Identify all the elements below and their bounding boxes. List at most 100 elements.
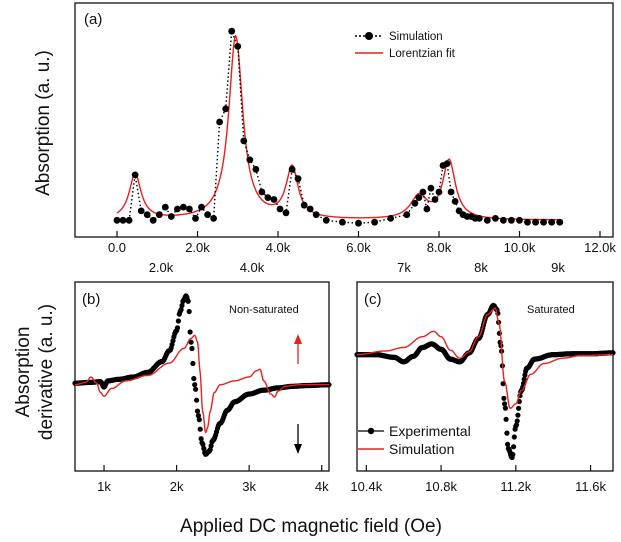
simulation-point	[246, 156, 254, 164]
simulation-point	[415, 194, 423, 202]
simulation-point	[210, 215, 218, 222]
experimental-point	[208, 443, 214, 449]
panel-c-annotation: Saturated	[527, 304, 575, 316]
experimental-point	[187, 329, 193, 335]
experimental-point	[194, 408, 201, 414]
x-tick-label: 8.0k	[427, 240, 452, 255]
simulation-point	[282, 209, 290, 217]
experimental-point	[516, 405, 522, 411]
panel-c-x-ticks: 10.4k 10.8k 11.2k 11.6k	[350, 465, 606, 494]
experimental-point	[503, 416, 509, 422]
simulation-point	[447, 188, 455, 196]
simulation-point	[435, 188, 443, 196]
x-tick-label: 1k	[97, 479, 111, 494]
secondary-tick-label: 7k	[397, 260, 411, 275]
simulation-point	[216, 118, 224, 126]
x-tick-label: 10.0k	[504, 240, 536, 255]
legend-simulation-label: Simulation	[389, 441, 454, 457]
panel-c-legend: Experimental Simulation	[358, 423, 471, 457]
panel-b: (b) Non-saturated Absorption derivative …	[13, 281, 332, 494]
x-axis-label: Applied DC magnetic field (Oe)	[180, 516, 442, 537]
panel-b-label: (b)	[82, 291, 100, 308]
x-tick-label: 11.2k	[500, 479, 531, 494]
legend-experimental-marker	[367, 427, 375, 435]
secondary-tick-label: 4.0k	[240, 260, 265, 275]
simulation-point	[149, 216, 157, 224]
simulation-point	[355, 219, 362, 227]
experimental-point	[175, 318, 181, 324]
x-tick-label: 4k	[315, 479, 329, 494]
legend-lorentzian-label: Lorentzian fit	[389, 48, 456, 60]
simulation-point	[492, 215, 499, 222]
panel-a-legend: Simulation Lorentzian fit	[355, 31, 456, 60]
simulation-point	[443, 160, 451, 168]
experimental-point	[186, 308, 192, 315]
simulation-point	[155, 211, 163, 219]
panel-c: (c) Saturated 10.4k 10.8k 11.2k 11.6k Exper…	[350, 281, 616, 494]
simulation-point	[339, 218, 346, 226]
panel-a: (a) Absorption (a. u.) 0.0 2.0k 4.0k 6.0k 8.…	[33, 2, 616, 255]
experimental-point	[195, 413, 201, 419]
simulation-point	[234, 43, 242, 50]
experimental-point	[185, 298, 191, 304]
simulation-point	[294, 175, 302, 183]
simulation-point	[264, 194, 272, 202]
simulation-point	[423, 205, 431, 213]
simulation-point	[403, 211, 411, 219]
panel-a-series	[113, 27, 564, 227]
simulation-point	[419, 188, 427, 196]
experimental-point	[198, 436, 204, 442]
simulation-point	[161, 203, 169, 211]
x-tick-label: 2.0k	[185, 240, 210, 255]
simulation-point	[186, 205, 193, 213]
panel-b-series	[72, 293, 332, 457]
simulation-point	[258, 188, 266, 196]
experimental-point	[201, 445, 207, 452]
simulation-point	[192, 215, 199, 222]
panel-a-y-axis-label: Absorption (a. u.)	[33, 50, 54, 196]
black-down-arrow-icon	[294, 424, 302, 454]
panel-b-y-axis-label-line1: Absorption	[13, 327, 34, 418]
simulation-point	[276, 205, 284, 213]
x-tick-label: 0.0	[108, 240, 126, 255]
x-tick-label: 10.4k	[350, 479, 382, 494]
simulation-point	[516, 216, 523, 224]
experimental-point	[174, 325, 181, 331]
simulation-point	[113, 216, 121, 224]
simulation-point	[137, 207, 145, 215]
panel-b-frame	[74, 281, 330, 472]
experimental-point	[178, 307, 184, 313]
legend-experimental-label: Experimental	[389, 423, 471, 439]
experimental-point	[510, 444, 517, 450]
simulation-point	[508, 216, 515, 224]
experimental-point	[200, 441, 206, 447]
simulation-point	[427, 184, 435, 192]
panel-b-annotation: Non-saturated	[229, 304, 299, 316]
legend-simulation-label: Simulation	[389, 31, 443, 43]
experimental-point	[511, 434, 517, 440]
secondary-tick-label: 8k	[474, 260, 488, 275]
legend-simulation-marker	[365, 32, 373, 40]
simulation-point	[240, 137, 248, 145]
simulation-point	[312, 211, 320, 219]
simulation-line	[74, 334, 329, 434]
panel-c-series	[354, 302, 616, 461]
simulation-point	[387, 215, 395, 222]
secondary-top-ticks: 2.0k 4.0k 7k 8k 9k	[149, 260, 566, 275]
secondary-tick-label: 2.0k	[149, 260, 174, 275]
simulation-point	[143, 211, 151, 219]
simulation-point	[524, 218, 531, 226]
simulation-point	[228, 27, 236, 35]
panel-b-y-axis-label-line2: derivative (a. u.)	[36, 304, 57, 440]
simulation-point	[411, 199, 419, 207]
experimental-point	[193, 386, 199, 392]
experimental-point	[197, 426, 203, 432]
simulation-point	[167, 213, 175, 220]
experimental-point	[188, 339, 194, 345]
experimental-point	[510, 451, 516, 458]
experimental-point	[196, 417, 202, 423]
simulation-point	[252, 165, 260, 173]
panel-c-label: (c)	[364, 291, 382, 308]
experimental-point	[170, 338, 176, 344]
